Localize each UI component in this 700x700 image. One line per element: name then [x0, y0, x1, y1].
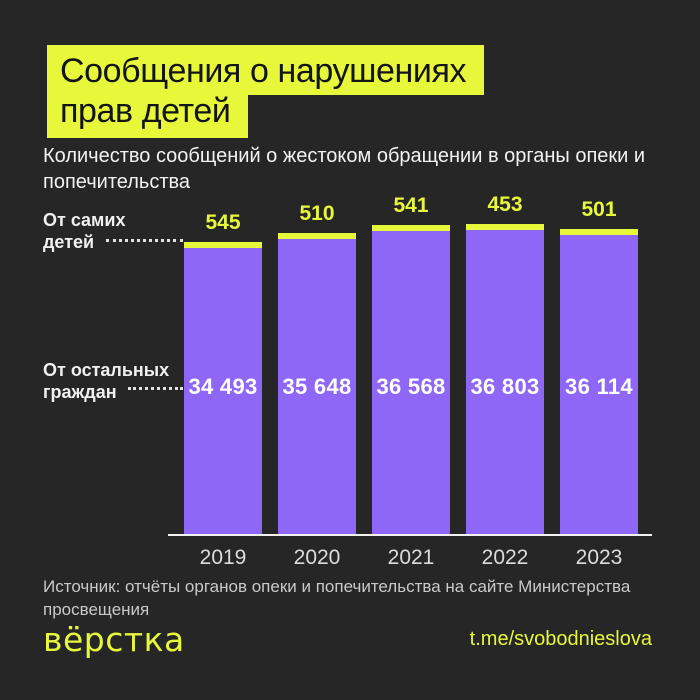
- x-tick-2022: 2022: [481, 546, 529, 569]
- value-others-2022: 36 803: [470, 374, 540, 399]
- bar-2022: [466, 224, 544, 535]
- value-children-2020: 510: [299, 202, 335, 225]
- page-title: Сообщения о нарушениях прав детей: [47, 45, 485, 138]
- legend-children-line2: детей: [43, 231, 95, 252]
- bar-cap-children-2022: [466, 224, 544, 230]
- title-line-2: прав детей: [47, 94, 249, 138]
- value-children-2022: 453: [487, 193, 523, 216]
- x-tick-2021: 2021: [387, 546, 435, 569]
- value-others-2019: 34 493: [188, 374, 258, 399]
- bar-2020: [278, 233, 356, 535]
- legend-others-line1: От остальных: [43, 360, 170, 380]
- value-children-2021: 541: [393, 194, 429, 217]
- bar-2021: [372, 225, 450, 535]
- chart-subtitle: Количество сообщений о жестоком обращени…: [43, 145, 646, 193]
- legend-children-line1: От самих: [43, 210, 126, 230]
- x-tick-2019: 2019: [199, 546, 247, 569]
- bar-cap-children-2021: [372, 225, 450, 231]
- bar-cap-children-2019: [184, 242, 262, 248]
- bar-2023: [560, 229, 638, 535]
- value-others-2021: 36 568: [376, 374, 446, 399]
- value-children-2019: 545: [205, 211, 241, 234]
- bar-2019: [184, 242, 262, 535]
- legend-children-label: От самих детей: [43, 210, 125, 254]
- value-others-2023: 36 114: [565, 374, 633, 399]
- telegram-link[interactable]: t.me/svobodnieslova: [469, 628, 652, 650]
- value-children-2023: 501: [581, 198, 617, 221]
- dotted-leader-children-icon: [106, 239, 183, 242]
- bar-cap-children-2020: [278, 233, 356, 239]
- source-note: Источник: отчёты органов опеки и попечит…: [43, 577, 631, 619]
- legend-others-label: От остальных граждан: [43, 360, 169, 404]
- dotted-leader-others-icon: [128, 387, 183, 390]
- x-axis-line: [168, 534, 652, 536]
- x-tick-2020: 2020: [293, 546, 341, 569]
- bar-cap-children-2023: [560, 229, 638, 235]
- title-line-1: Сообщения о нарушениях: [47, 45, 485, 95]
- value-others-2020: 35 648: [282, 374, 352, 399]
- x-tick-2023: 2023: [575, 546, 623, 569]
- legend-others-line2: граждан: [43, 381, 117, 402]
- verstka-logo: вёрстка: [43, 620, 185, 659]
